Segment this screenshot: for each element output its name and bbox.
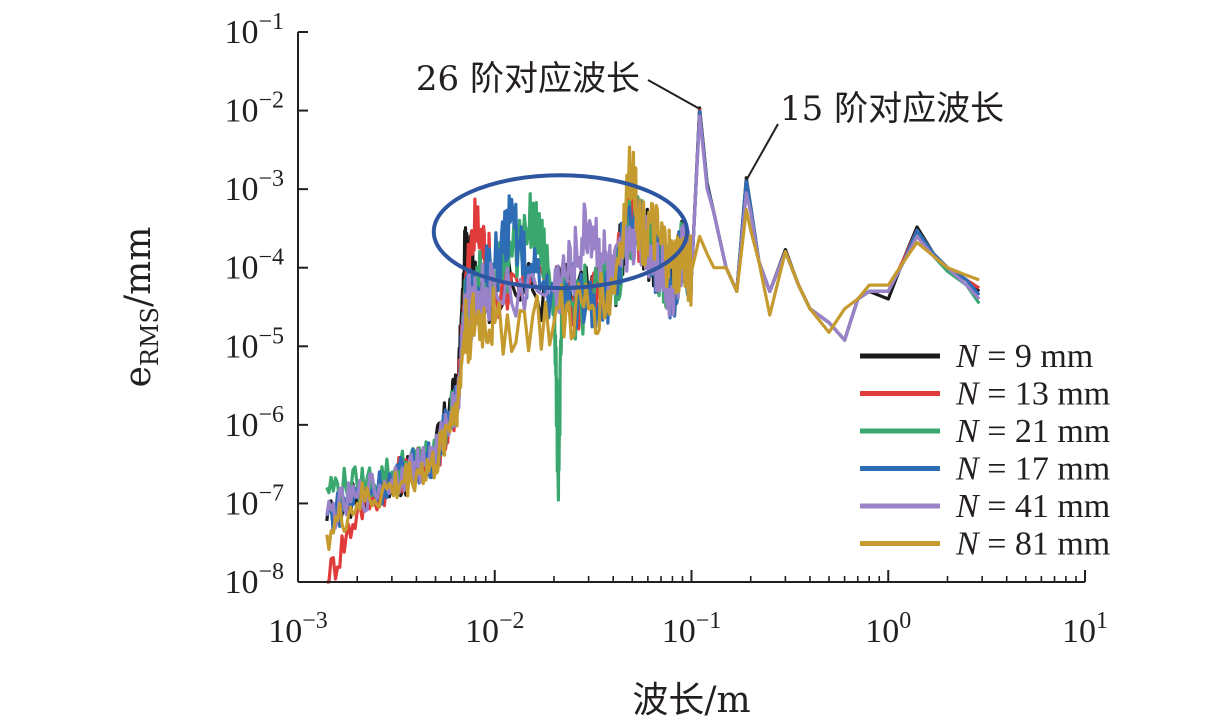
y-tick-label-5: 10−6 bbox=[224, 402, 284, 444]
y-tick-label-5-base: 10 bbox=[224, 407, 258, 444]
y-tick-label-4-base: 10 bbox=[224, 328, 258, 365]
annotation-15-order: 15 阶对应波长 bbox=[780, 89, 1004, 129]
legend-label-5: N = 41 mm bbox=[955, 488, 1110, 525]
y-axis-title: eRMS/mm bbox=[118, 227, 164, 388]
legend-var: N bbox=[955, 488, 981, 525]
y-tick-label-1-exp: −2 bbox=[258, 88, 284, 114]
y-tick-label-1: 10−2 bbox=[224, 88, 284, 130]
y-tick-label-5-exp: −6 bbox=[258, 402, 284, 428]
legend-label-4: N = 17 mm bbox=[955, 451, 1110, 488]
x-tick-label-4-base: 10 bbox=[1062, 613, 1096, 650]
legend-label-3: N = 21 mm bbox=[955, 413, 1110, 450]
legend-rest: = 81 mm bbox=[979, 526, 1111, 563]
y-tick-label-7: 10−8 bbox=[224, 559, 284, 601]
series-line-6 bbox=[325, 145, 980, 551]
x-tick-label-1: 10−2 bbox=[465, 608, 525, 650]
y-tick-label-2-base: 10 bbox=[224, 171, 258, 208]
legend: N = 9 mmN = 13 mmN = 21 mmN = 17 mmN = 4… bbox=[860, 338, 1110, 563]
y-tick-label-1-base: 10 bbox=[224, 93, 258, 130]
legend-var: N bbox=[955, 451, 981, 488]
y-tick-label-2: 10−3 bbox=[224, 166, 284, 208]
x-tick-label-1-base: 10 bbox=[465, 613, 499, 650]
x-tick-label-4: 101 bbox=[1062, 608, 1108, 650]
series-line-3 bbox=[325, 110, 981, 506]
x-tick-label-1-exp: −2 bbox=[499, 608, 525, 634]
legend-rest: = 21 mm bbox=[979, 413, 1111, 450]
y-tick-label-0-base: 10 bbox=[224, 14, 258, 51]
x-tick-label-0-exp: −3 bbox=[302, 608, 328, 634]
x-axis-title: 波长/m bbox=[632, 680, 750, 721]
annotation-26-leader bbox=[647, 79, 701, 110]
series-line-2 bbox=[326, 108, 981, 584]
annotation-15-leader bbox=[745, 123, 779, 181]
legend-label-6: N = 81 mm bbox=[955, 526, 1110, 563]
annotations: 26 阶对应波长 15 阶对应波长 bbox=[416, 59, 1004, 181]
ticks: 10−3 10−2 10−1 100 10110−110−210−310−410−510… bbox=[224, 9, 1108, 650]
annotation-26-order: 26 阶对应波长 bbox=[416, 59, 640, 99]
legend-rest: = 9 mm bbox=[979, 338, 1094, 375]
y-tick-label-0-exp: −1 bbox=[258, 9, 284, 35]
y-tick-label-6-exp: −7 bbox=[258, 480, 284, 506]
legend-label-1: N = 9 mm bbox=[955, 338, 1093, 375]
x-tick-label-2-exp: −1 bbox=[696, 608, 722, 634]
x-tick-label-3: 100 bbox=[865, 608, 911, 650]
y-tick-label-7-exp: −8 bbox=[258, 559, 284, 585]
y-tick-label-4-exp: −5 bbox=[258, 323, 284, 349]
legend-label-2: N = 13 mm bbox=[955, 376, 1110, 413]
legend-var: N bbox=[955, 526, 981, 563]
legend-var: N bbox=[955, 413, 981, 450]
y-tick-label-3-base: 10 bbox=[224, 250, 258, 287]
x-tick-label-3-base: 10 bbox=[865, 613, 899, 650]
legend-rest: = 41 mm bbox=[979, 488, 1111, 525]
series-lines bbox=[325, 106, 981, 584]
axis-titles: 波长/m eRMS/mm bbox=[118, 227, 751, 721]
x-tick-label-2-base: 10 bbox=[662, 613, 696, 650]
highlight-ellipse bbox=[431, 173, 690, 291]
y-tick-label-2-exp: −3 bbox=[258, 166, 284, 192]
y-tick-label-6: 10−7 bbox=[224, 480, 284, 522]
y-tick-label-6-base: 10 bbox=[224, 485, 258, 522]
x-tick-label-3-exp: 0 bbox=[899, 608, 911, 634]
y-axis-title-main: e bbox=[118, 366, 159, 387]
y-axis-title-unit: /mm bbox=[118, 227, 159, 307]
x-tick-label-0: 10−3 bbox=[268, 608, 328, 650]
legend-rest: = 13 mm bbox=[979, 376, 1111, 413]
series-line-5 bbox=[325, 114, 981, 530]
x-tick-label-4-exp: 1 bbox=[1096, 608, 1108, 634]
x-tick-label-2: 10−1 bbox=[662, 608, 722, 650]
legend-rest: = 17 mm bbox=[979, 451, 1111, 488]
y-tick-label-3: 10−4 bbox=[224, 245, 284, 287]
highlight-ellipse-layer bbox=[431, 173, 690, 291]
y-tick-label-3-exp: −4 bbox=[258, 245, 284, 271]
legend-var: N bbox=[955, 338, 981, 375]
y-tick-label-4: 10−5 bbox=[224, 323, 284, 365]
y-tick-label-7-base: 10 bbox=[224, 564, 258, 601]
x-tick-label-0-base: 10 bbox=[268, 613, 302, 650]
legend-var: N bbox=[955, 376, 981, 413]
y-axis-title-sub: RMS bbox=[136, 307, 164, 366]
y-tick-label-0: 10−1 bbox=[224, 9, 284, 51]
